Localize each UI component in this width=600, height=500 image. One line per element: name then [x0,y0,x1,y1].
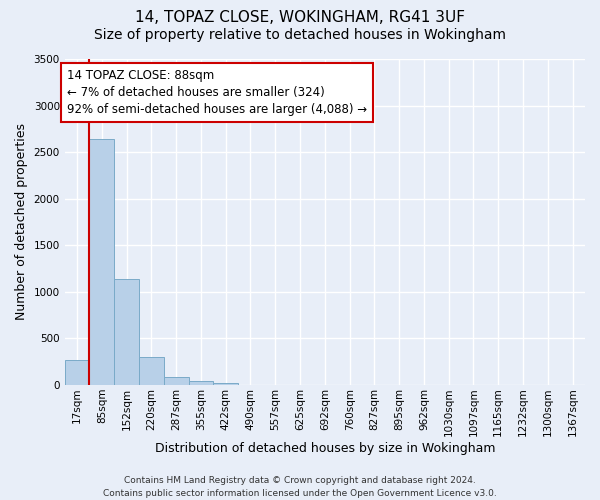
Bar [89,139,114,385]
Bar [114,279,139,385]
Bar [214,382,238,385]
X-axis label: Distribution of detached houses by size in Wokingham: Distribution of detached houses by size … [155,442,495,455]
Text: 14 TOPAZ CLOSE: 88sqm
← 7% of detached houses are smaller (324)
92% of semi-deta: 14 TOPAZ CLOSE: 88sqm ← 7% of detached h… [67,69,367,116]
Y-axis label: Number of detached properties: Number of detached properties [15,124,28,320]
Bar [188,381,214,385]
Text: Size of property relative to detached houses in Wokingham: Size of property relative to detached ho… [94,28,506,42]
Bar [65,360,89,385]
Text: Contains HM Land Registry data © Crown copyright and database right 2024.
Contai: Contains HM Land Registry data © Crown c… [103,476,497,498]
Bar [139,358,164,385]
Text: 14, TOPAZ CLOSE, WOKINGHAM, RG41 3UF: 14, TOPAZ CLOSE, WOKINGHAM, RG41 3UF [135,10,465,25]
Bar [164,376,188,385]
